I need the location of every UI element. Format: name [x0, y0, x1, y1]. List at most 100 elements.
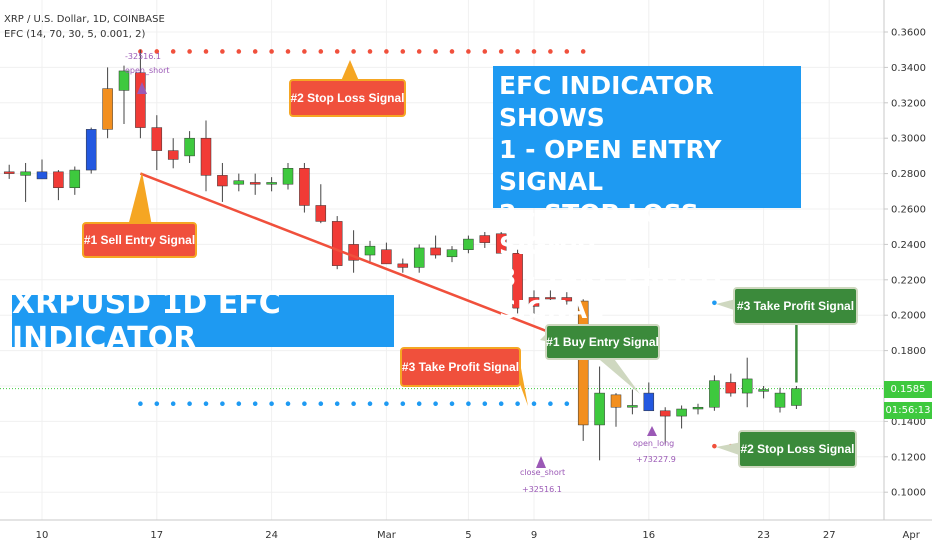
candle-body	[528, 297, 540, 307]
stop-loss-dot	[564, 49, 570, 54]
take-profit-dot	[482, 401, 488, 407]
take-profit-dot	[334, 401, 340, 407]
stop-loss-dot	[203, 49, 209, 54]
candle-body	[233, 180, 245, 185]
stop-loss-dot	[712, 443, 717, 449]
candle-body	[791, 388, 802, 406]
stop-loss-dot	[334, 49, 340, 54]
candle-body	[299, 168, 310, 206]
close-short-marker	[536, 456, 546, 468]
buy-entry-callout: #1 Buy Entry Signal	[545, 324, 660, 360]
price-axis-panel	[884, 0, 932, 550]
candle-body	[331, 221, 343, 266]
current-price-tag: 0.1585	[884, 381, 932, 398]
callout-pointer	[600, 356, 640, 394]
stop-loss-dot	[531, 49, 537, 54]
time-tick-label: 10	[36, 530, 49, 541]
candle-body	[594, 392, 605, 426]
take-profit-dot	[285, 401, 291, 407]
stop-loss-dot	[220, 49, 225, 54]
stop-loss-dot	[515, 49, 520, 54]
take-profit-dot	[236, 401, 242, 407]
price-tick-label: 0.1400	[891, 417, 926, 428]
candle-body	[315, 205, 327, 222]
time-tick-label: 9	[531, 530, 537, 541]
take-profit-right-callout: #3 Take Profit Signal	[733, 287, 858, 325]
candle-body	[774, 392, 786, 408]
time-tick-label: 17	[150, 530, 163, 541]
candle-body	[381, 249, 392, 265]
candle-body	[135, 72, 146, 128]
candle-body	[643, 392, 655, 412]
take-profit-dot	[203, 401, 209, 407]
candle-body	[463, 238, 474, 250]
candle-body	[20, 171, 31, 176]
legend-line: EFC INDICATOR SHOWS	[499, 71, 714, 132]
take-profit-dot	[449, 401, 455, 407]
stop-loss-dot	[154, 49, 160, 54]
price-tick-label: 0.1800	[891, 346, 926, 357]
candles	[3, 49, 802, 461]
countdown-tag: 01:56:13	[884, 402, 932, 419]
open-long-value: +73227.9	[636, 455, 676, 464]
price-tick-label: 0.2600	[891, 205, 926, 216]
take-profit-dot	[416, 401, 422, 407]
price-tick-label: 0.3200	[891, 98, 926, 109]
candle-body	[741, 378, 753, 394]
candle-body	[167, 150, 179, 160]
candle-body	[3, 171, 15, 174]
candle-body	[184, 137, 195, 157]
price-tick-label: 0.1200	[891, 452, 926, 463]
take-profit-dot	[531, 401, 537, 407]
price-tick-label: 0.2800	[891, 169, 926, 180]
stop-loss-dot	[170, 49, 176, 54]
take-profit-left-callout: #3 Take Profit Signal	[400, 347, 521, 387]
candle-body	[512, 253, 523, 309]
stop-loss-bottom-callout: #2 Stop Loss Signal	[738, 430, 857, 468]
legend-line: 1 - OPEN ENTRY SIGNAL	[499, 135, 722, 196]
take-profit-dot	[318, 401, 324, 407]
stop-loss-dot	[318, 49, 324, 54]
headline-banner: XRPUSD 1D EFC INDICATOR	[12, 286, 394, 356]
price-tick-label: 0.2200	[891, 275, 926, 286]
candle-body	[709, 380, 720, 408]
price-tick-label: 0.1000	[891, 488, 926, 499]
candle-body	[85, 129, 97, 171]
stop-loss-dot	[433, 49, 438, 54]
take-profit-dot	[220, 401, 225, 407]
time-tick-label: Mar	[377, 530, 397, 541]
candle-body	[200, 137, 212, 176]
price-axis[interactable]: 0.10000.12000.14000.16000.18000.20000.22…	[883, 0, 932, 550]
candle-body	[545, 297, 556, 300]
candle-body	[151, 127, 163, 151]
candle-body	[577, 300, 589, 426]
stop-loss-dot	[384, 49, 389, 54]
candle-body	[69, 169, 81, 189]
take-profit-dot	[400, 401, 406, 407]
open-short-label: open_short	[125, 66, 170, 75]
stop-loss-dot	[482, 49, 488, 54]
candle-body	[102, 88, 113, 130]
callout-pointer	[128, 172, 152, 226]
price-tick-label: 0.3400	[891, 63, 926, 74]
take-profit-dot	[138, 401, 143, 407]
stop-loss-dot	[285, 49, 291, 54]
candle-body	[676, 408, 687, 417]
indicator-title: EFC (14, 70, 30, 5, 0.001, 2)	[4, 29, 146, 40]
price-tick-label: 0.3600	[891, 28, 926, 39]
take-profit-dot	[187, 401, 192, 407]
stop-loss-dot	[367, 49, 373, 54]
take-profit-dot	[384, 401, 389, 407]
stop-loss-dot	[466, 49, 471, 54]
legend-line: 2 - STOP LOSS SIGNAL	[499, 199, 699, 260]
close-short-value: +32516.1	[522, 485, 562, 494]
candle-body	[725, 382, 737, 394]
candle-body	[364, 245, 376, 256]
stop-loss-dot	[236, 49, 242, 54]
symbol-title: XRP / U.S. Dollar, 1D, COINBASE	[4, 14, 165, 25]
price-tick-label: 0.3000	[891, 134, 926, 145]
price-tick-label: 0.2000	[891, 311, 926, 322]
take-profit-dot	[154, 401, 160, 407]
time-tick-label: 16	[642, 530, 655, 541]
time-axis[interactable]: 10 17 24 Mar 5 9 16 23 27 Apr	[0, 519, 932, 541]
